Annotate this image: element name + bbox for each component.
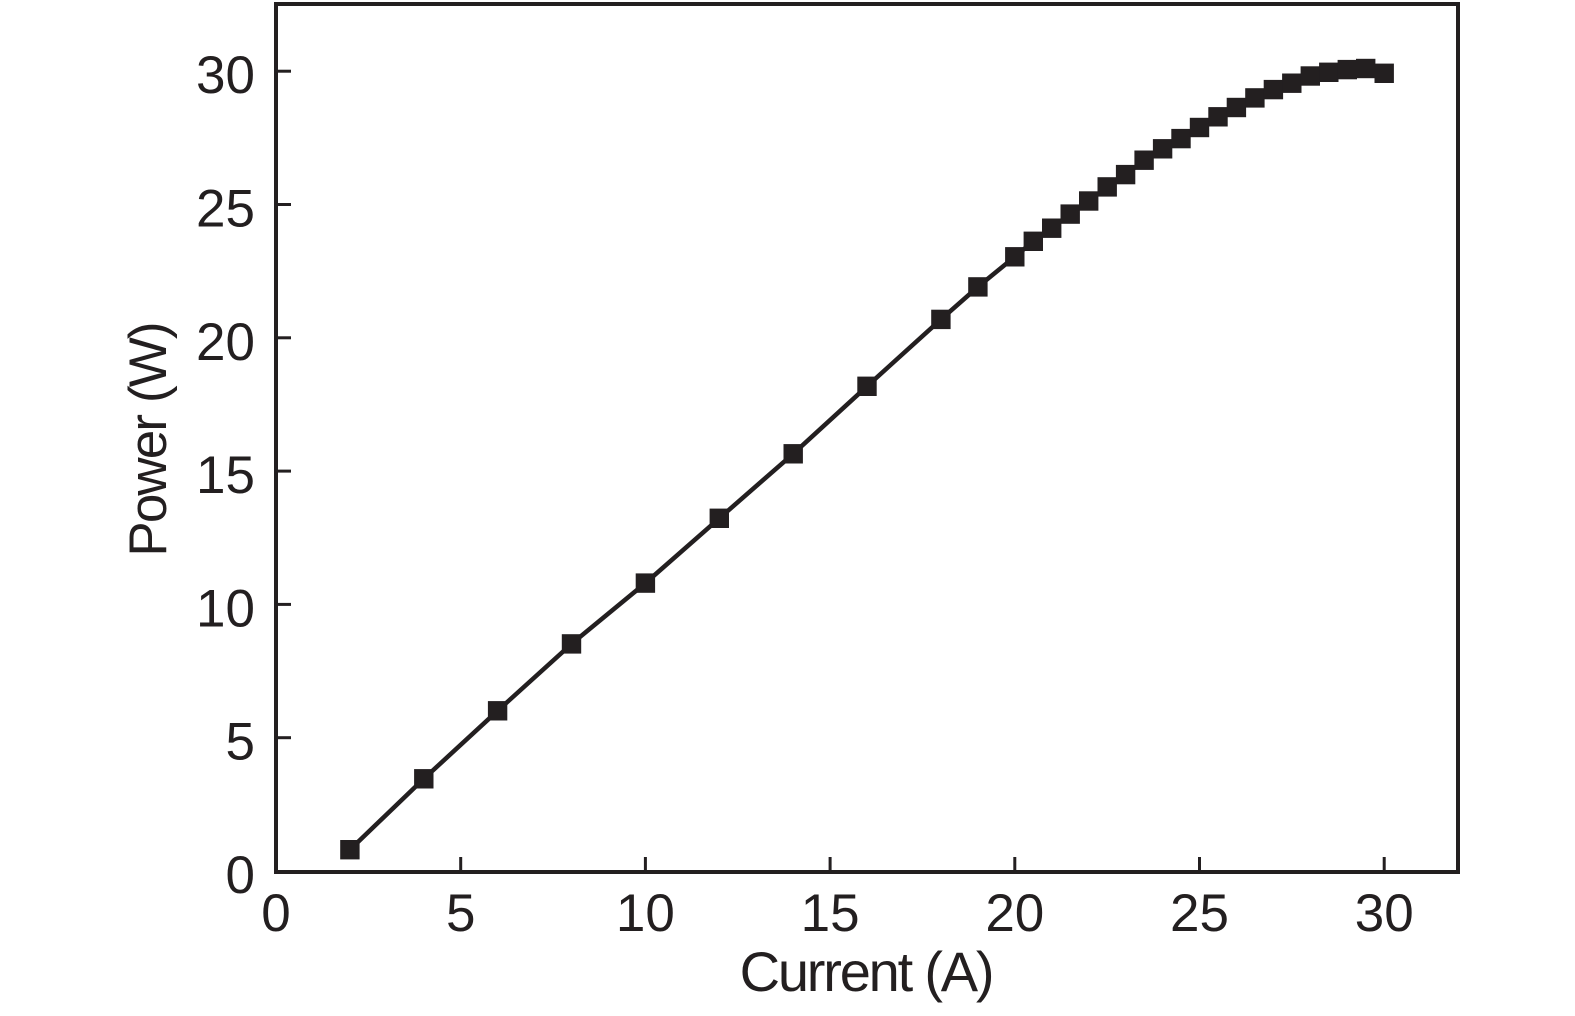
svg-text:10: 10 (616, 884, 675, 943)
svg-text:20: 20 (196, 313, 255, 372)
svg-text:0: 0 (226, 846, 255, 905)
svg-text:10: 10 (196, 579, 255, 638)
svg-text:25: 25 (1170, 884, 1229, 943)
svg-text:5: 5 (446, 884, 475, 943)
svg-text:25: 25 (196, 180, 255, 239)
svg-text:Power (W): Power (W) (119, 323, 178, 556)
svg-text:30: 30 (196, 46, 255, 105)
svg-text:0: 0 (261, 884, 290, 943)
svg-text:5: 5 (226, 713, 255, 772)
svg-text:30: 30 (1355, 884, 1414, 943)
svg-text:15: 15 (801, 884, 860, 943)
svg-text:Current (A): Current (A) (740, 940, 993, 1003)
svg-text:20: 20 (985, 884, 1044, 943)
svg-text:15: 15 (196, 446, 255, 505)
